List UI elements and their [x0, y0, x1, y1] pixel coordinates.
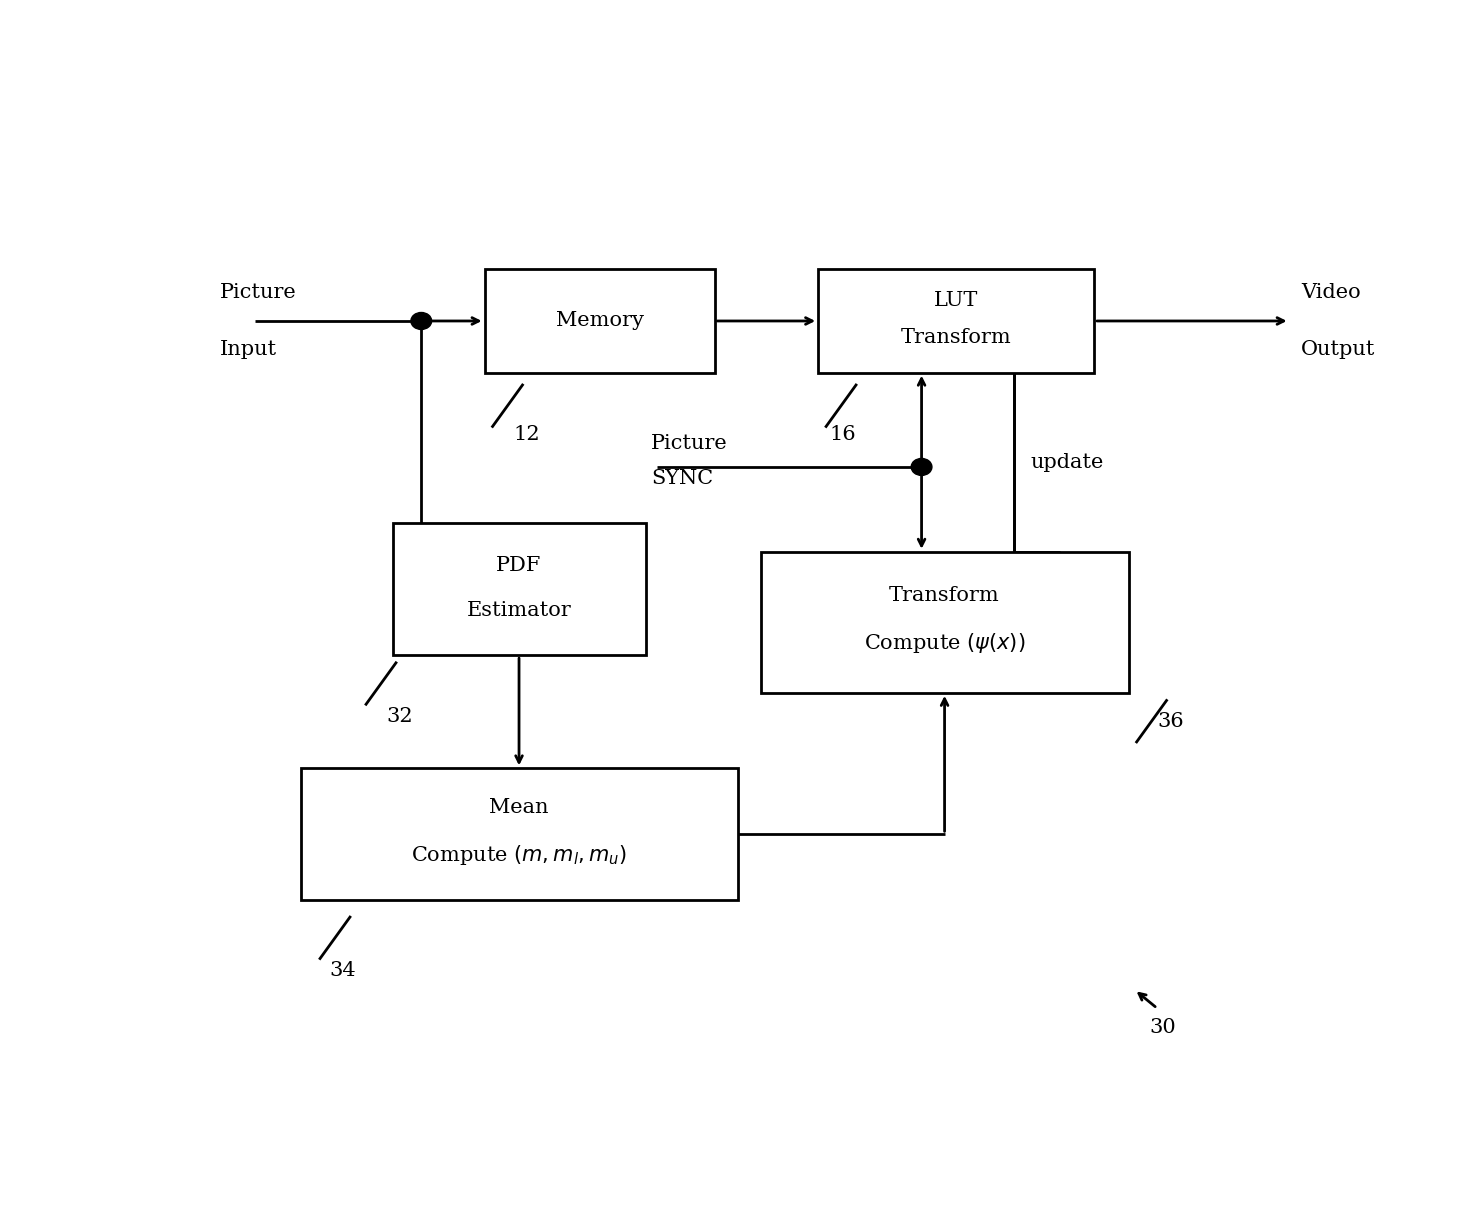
- Text: LUT: LUT: [933, 291, 978, 309]
- Text: Output: Output: [1301, 340, 1376, 358]
- Text: Compute $(\psi(x))$: Compute $(\psi(x))$: [864, 631, 1025, 656]
- Text: 34: 34: [329, 961, 356, 981]
- Text: Mean: Mean: [490, 799, 549, 817]
- Text: Transform: Transform: [901, 329, 1012, 347]
- Text: 12: 12: [513, 424, 540, 444]
- Text: SYNC: SYNC: [651, 468, 714, 488]
- Bar: [392, 523, 646, 656]
- Text: 16: 16: [830, 424, 856, 444]
- Text: 30: 30: [1150, 1018, 1177, 1037]
- Bar: [761, 552, 1129, 693]
- Bar: [818, 269, 1094, 373]
- Bar: [485, 269, 715, 373]
- Text: PDF: PDF: [496, 556, 542, 575]
- Text: Video: Video: [1301, 284, 1361, 302]
- Text: Compute $(m, m_l, m_u)$: Compute $(m, m_l, m_u)$: [411, 843, 628, 867]
- Bar: [300, 768, 738, 900]
- Circle shape: [911, 459, 932, 476]
- Text: Memory: Memory: [555, 312, 644, 330]
- Text: Transform: Transform: [889, 587, 1000, 605]
- Text: Picture: Picture: [220, 284, 297, 302]
- Text: Estimator: Estimator: [466, 600, 571, 620]
- Text: Picture: Picture: [651, 434, 729, 453]
- Text: update: update: [1031, 453, 1104, 472]
- Text: Input: Input: [220, 340, 278, 358]
- Circle shape: [411, 313, 432, 329]
- Text: 32: 32: [387, 707, 414, 726]
- Text: 36: 36: [1158, 712, 1184, 730]
